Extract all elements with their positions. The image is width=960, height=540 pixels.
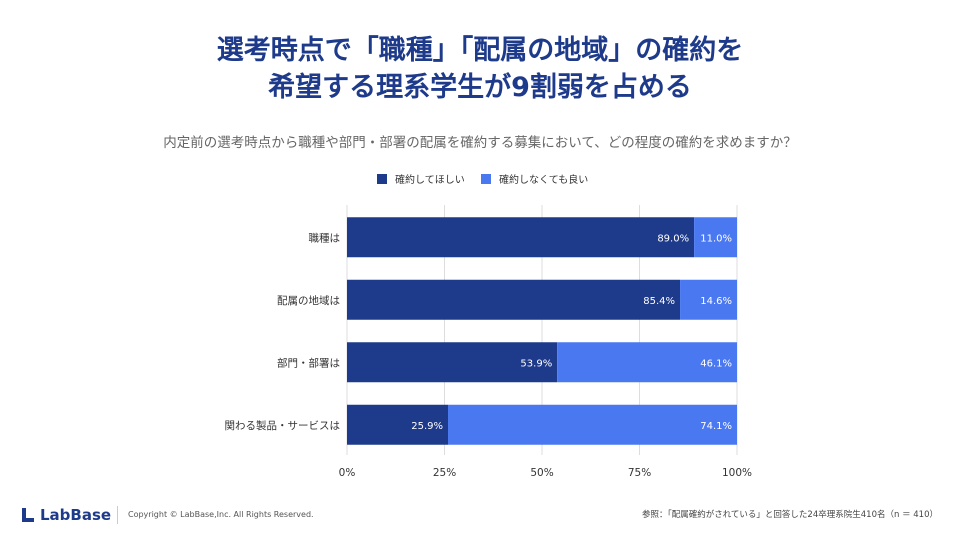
bar-segment	[347, 342, 558, 383]
copyright-text: Copyright © LabBase,Inc. All Rights Rese…	[128, 510, 314, 519]
bar-value-label: 53.9%	[520, 358, 552, 369]
bar-segment	[694, 217, 737, 258]
bar-value-label: 14.6%	[700, 296, 732, 307]
bar-segment	[347, 404, 449, 445]
category-label: 部門・部署は	[277, 356, 340, 369]
legend-swatch	[377, 174, 387, 184]
page-title: 選考時点で「職種」「配属の地域」の確約を 希望する理系学生が9割弱を占める	[0, 32, 960, 106]
logo-mark-icon	[22, 508, 34, 522]
bar-value-label: 74.1%	[700, 421, 732, 432]
category-label: 配属の地域は	[277, 294, 340, 307]
logo-text: LabBase	[40, 506, 112, 524]
title-line-1: 選考時点で「職種」「配属の地域」の確約を	[216, 35, 744, 66]
title-line-2: 希望する理系学生が9割弱を占める	[268, 72, 692, 103]
category-label: 関わる製品・サービスは	[225, 419, 341, 432]
bar-value-label: 46.1%	[700, 358, 732, 369]
bar-segment	[680, 279, 737, 320]
legend-label: 確約してほしい	[395, 173, 465, 186]
bar-segment	[347, 217, 695, 258]
bar-segment	[448, 404, 737, 445]
bar-value-label: 25.9%	[411, 421, 443, 432]
bar-value-label: 11.0%	[700, 233, 732, 244]
legend-label: 確約しなくても良い	[499, 173, 588, 186]
legend-swatch	[481, 174, 491, 184]
bar-value-label: 85.4%	[643, 296, 675, 307]
x-tick-label: 100%	[722, 467, 752, 479]
x-tick-label: 25%	[433, 467, 456, 479]
x-tick-label: 50%	[530, 467, 553, 479]
bar-segment	[557, 342, 737, 383]
x-tick-label: 75%	[628, 467, 651, 479]
footer-divider	[117, 506, 118, 524]
category-label: 職種は	[309, 231, 341, 244]
labbase-logo: LabBase	[22, 506, 111, 524]
bar-segment	[347, 279, 681, 320]
x-tick-label: 0%	[339, 467, 356, 479]
bar-value-label: 89.0%	[657, 233, 689, 244]
source-note: 参照：「配属確約がされている」と回答した24卒理系院生410名（n ＝ 410）	[641, 510, 938, 520]
survey-question: 内定前の選考時点から職種や部門・部署の配属を確約する募集において、どの程度の確約…	[163, 135, 797, 151]
